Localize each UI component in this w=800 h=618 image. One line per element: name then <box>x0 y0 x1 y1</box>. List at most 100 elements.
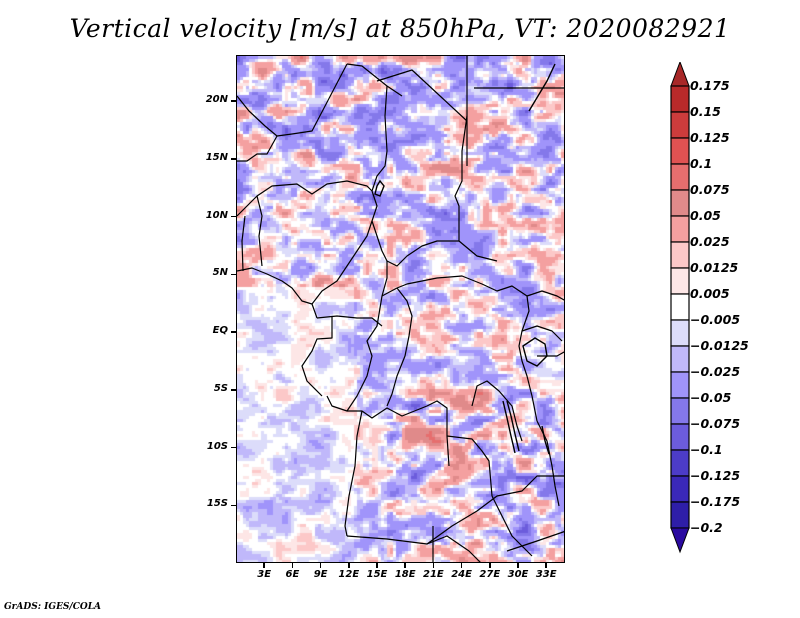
lake-tanganyika-2 <box>502 400 516 454</box>
x-tick-label: 21E <box>423 569 444 580</box>
colorbar-label: −0.0125 <box>690 338 749 353</box>
border-gabon <box>301 316 333 397</box>
map-title: Vertical velocity [m/s] at 850hPa, VT: 2… <box>69 14 731 43</box>
border-zambia-south <box>426 475 564 545</box>
colorbar-label: −0.05 <box>690 390 732 405</box>
colorbar-label: 0.175 <box>690 78 730 93</box>
colorbar-label: 0.0125 <box>690 260 739 275</box>
x-tick-mark <box>319 563 322 568</box>
x-tick-label: 12E <box>338 569 360 580</box>
lake-malawi <box>541 425 550 455</box>
colorbar-label: 0.15 <box>690 104 721 119</box>
x-tick-mark <box>460 563 463 568</box>
border-drc-east <box>518 295 538 422</box>
x-tick-label: 15E <box>366 569 388 580</box>
colorbar-swatch <box>670 423 690 451</box>
colorbar-label: −0.075 <box>690 416 741 431</box>
y-tick-label: 10N <box>205 209 228 221</box>
colorbar: 0.175 0.15 0.125 0.1 0.075 0.05 0.025 0.0125 0.0… <box>670 62 760 562</box>
colorbar-swatch <box>670 163 690 191</box>
border-angola-zambia <box>446 435 493 497</box>
x-tick-mark <box>517 563 519 568</box>
colorbar-swatch <box>670 475 690 503</box>
colorbar-swatch <box>670 85 690 113</box>
border-cameroon-congo <box>316 315 383 327</box>
colorbar-swatch <box>670 267 690 295</box>
y-tick-label: 5N <box>212 267 228 279</box>
colorbar-bottom-arrow <box>670 527 690 554</box>
x-tick-label: 9E <box>313 569 328 580</box>
x-tick-mark <box>263 563 265 568</box>
x-tick-mark <box>545 563 547 568</box>
x-tick-label: 33E <box>535 569 557 580</box>
border-car-drc <box>381 275 528 297</box>
border-tanzania <box>537 351 564 357</box>
border-chad-sudan <box>454 115 498 262</box>
border-nigeria-cameroon <box>311 190 378 305</box>
border-coast-westafrica <box>237 267 318 319</box>
y-tick-label: 20N <box>205 94 228 106</box>
grads-credit: GrADS: IGES/COLA <box>4 602 102 612</box>
lake-chad <box>374 179 385 197</box>
lake-tanganyika <box>506 400 520 452</box>
x-tick-label: 30E <box>507 569 529 580</box>
y-tick-mark <box>231 446 236 449</box>
colorbar-label: 0.005 <box>690 286 730 301</box>
x-tick-label: 6E <box>285 569 300 580</box>
y-tick-label: 10S <box>206 440 228 452</box>
border-niger-nigeria <box>256 180 373 197</box>
x-tick-label: 18E <box>394 569 416 580</box>
y-tick-mark <box>231 158 236 160</box>
colorbar-label: 0.075 <box>690 182 730 197</box>
colorbar-swatches <box>670 62 690 554</box>
colorbar-swatch <box>670 215 690 243</box>
lake-nasser <box>528 63 556 112</box>
border-niger-chad <box>371 85 388 192</box>
border-zambia-drc <box>471 380 523 442</box>
x-tick-mark <box>348 563 350 568</box>
colorbar-label: −0.175 <box>690 494 741 509</box>
border-rwanda-burundi <box>521 325 563 342</box>
y-tick-mark <box>231 389 236 391</box>
x-tick-mark <box>489 563 491 568</box>
colorbar-label: 0.1 <box>690 156 713 171</box>
x-tick-label: 3E <box>257 569 272 580</box>
y-tick-mark <box>231 215 236 218</box>
colorbar-swatch <box>670 397 690 425</box>
y-tick-mark <box>231 331 236 333</box>
border-libya-chad <box>376 69 468 122</box>
x-tick-mark <box>291 563 294 568</box>
country-borders <box>237 56 564 562</box>
x-tick-label: 27E <box>479 569 501 580</box>
colorbar-label: 0.05 <box>690 208 721 223</box>
border-mali-niger <box>237 135 278 162</box>
colorbar-label: −0.005 <box>690 312 741 327</box>
border-cameroon-chad <box>371 220 459 267</box>
colorbar-swatch <box>670 137 690 165</box>
y-tick-label: 5S <box>213 382 228 394</box>
y-tick-mark <box>231 504 236 507</box>
colorbar-swatch <box>670 371 690 399</box>
colorbar-label: −0.1 <box>690 442 723 457</box>
border-benin <box>237 195 263 267</box>
map-plot-area <box>236 55 565 563</box>
border-algeria-niger <box>237 63 348 137</box>
x-tick-mark <box>404 563 406 568</box>
x-tick-label: 24E <box>451 569 472 580</box>
colorbar-label: −0.025 <box>690 364 741 379</box>
border-mozambique <box>506 531 564 552</box>
colorbar-swatch <box>670 449 690 477</box>
colorbar-label: −0.2 <box>690 520 723 535</box>
border-uganda-kenya <box>526 290 564 301</box>
colorbar-swatch <box>670 189 690 217</box>
colorbar-top-arrow <box>670 62 690 87</box>
colorbar-swatch <box>670 241 690 269</box>
lake-victoria <box>522 337 548 367</box>
colorbar-label: −0.125 <box>690 468 741 483</box>
colorbar-swatch <box>670 293 690 321</box>
y-tick-label: EQ <box>212 325 228 337</box>
border-car-cameroon <box>381 261 388 297</box>
x-tick-mark <box>432 563 435 568</box>
y-tick-mark <box>231 100 236 102</box>
colorbar-swatch <box>670 501 690 529</box>
